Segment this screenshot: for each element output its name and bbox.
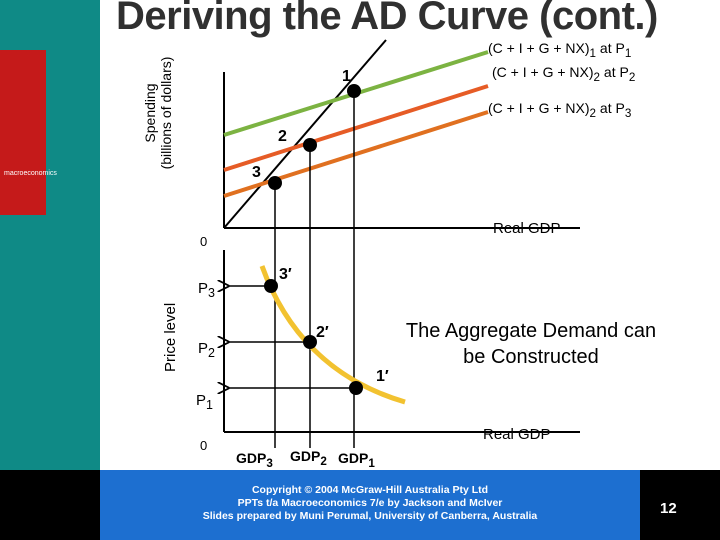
point-3-prime: [264, 279, 278, 293]
ae-line-p2: [223, 84, 489, 172]
point-2-prime-label: 2′: [316, 324, 329, 341]
price-label-p3: P3: [198, 280, 215, 300]
top-origin-label: 0: [200, 234, 208, 249]
price-label-p1: P1: [196, 392, 213, 412]
point-1-label: 1: [342, 68, 351, 85]
bottom-x-axis-label: Real GDP: [483, 426, 551, 443]
gdp-label-1: GDP1: [338, 450, 375, 470]
top-y-axis-label: Spending (billions of dollars): [142, 56, 174, 170]
cover-text: macroeconomics: [4, 170, 57, 177]
ae-label-p2: (C + I + G + NX)2 at P2: [492, 64, 636, 84]
point-3-prime-label: 3′: [279, 266, 292, 283]
top-x-axis-label: Real GDP: [493, 220, 561, 237]
gdp-label-2: GDP2: [290, 448, 327, 468]
ae-label-p1: (C + I + G + NX)1 at P1: [488, 40, 632, 60]
point-2-label: 2: [278, 128, 287, 145]
point-1-prime: [349, 381, 363, 395]
ae-line-p3: [223, 110, 489, 198]
ae-label-p3: (C + I + G + NX)2 at P3: [488, 100, 632, 120]
diagram-canvas: [0, 39, 580, 448]
price-label-p2: P2: [198, 340, 215, 360]
bottom-y-axis-label: Price level: [162, 302, 179, 372]
slide-title: Deriving the AD Curve (cont.): [116, 0, 658, 38]
bottom-origin-label: 0: [200, 438, 208, 453]
point-1-prime-label: 1′: [376, 368, 389, 385]
book-cover-thumbnail: macroeconomics: [0, 50, 57, 215]
forty-five-degree-line: [223, 39, 387, 229]
point-2-prime: [303, 335, 317, 349]
footer-credits: Copyright © 2004 McGraw-Hill Australia P…: [202, 484, 538, 522]
gdp-label-3: GDP3: [236, 450, 273, 470]
caption-text: The Aggregate Demand can be Constructed: [405, 320, 657, 368]
point-3-label: 3: [252, 164, 261, 181]
footer-band: [100, 470, 640, 540]
page-number: 12: [660, 500, 677, 517]
